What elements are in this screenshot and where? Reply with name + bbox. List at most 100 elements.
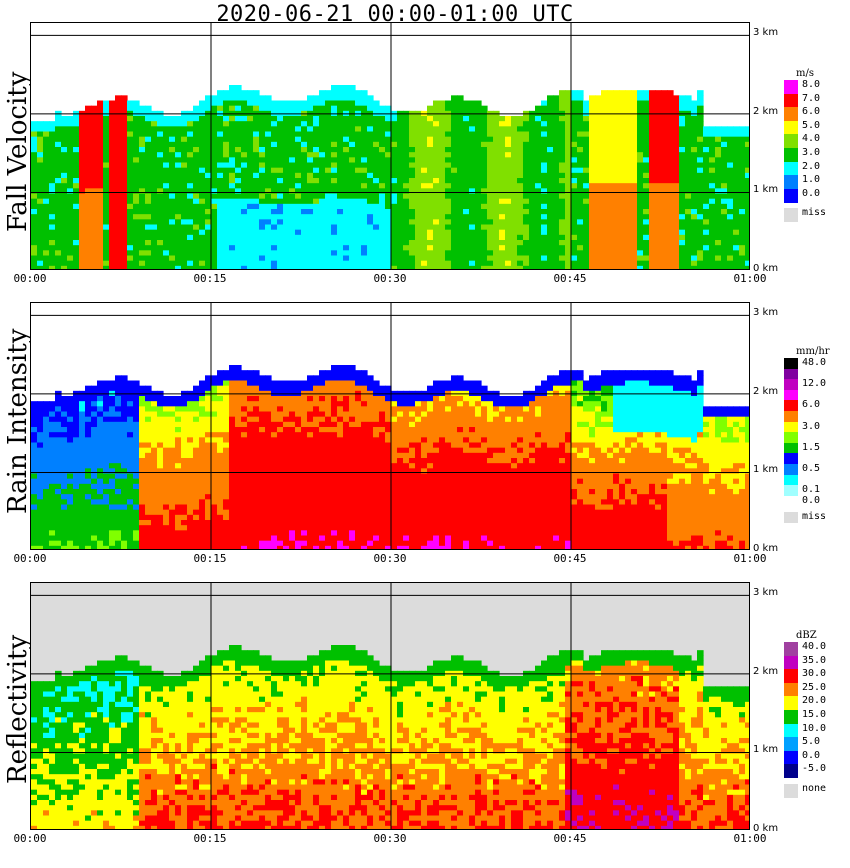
heatmap-cell xyxy=(223,183,230,189)
heatmap-cell xyxy=(409,255,416,262)
heatmap-cell xyxy=(139,136,146,143)
heatmap-cell xyxy=(727,250,734,257)
heatmap-cell xyxy=(451,250,458,257)
heatmap-cell xyxy=(541,152,548,158)
heatmap-cell xyxy=(103,188,110,195)
heatmap-cell xyxy=(613,126,620,133)
heatmap-cell xyxy=(505,183,512,189)
heatmap-cell xyxy=(547,116,554,122)
heatmap-cell xyxy=(559,229,566,236)
heatmap-cell xyxy=(139,152,146,158)
heatmap-cell xyxy=(151,209,158,215)
heatmap-cell xyxy=(337,255,344,262)
heatmap-cell xyxy=(655,209,662,215)
heatmap-cell xyxy=(223,198,230,205)
heatmap-cell xyxy=(469,214,476,220)
heatmap-cell xyxy=(73,188,80,195)
heatmap-cell xyxy=(361,147,368,153)
heatmap-cell xyxy=(169,136,176,143)
heatmap-cell xyxy=(403,131,410,138)
heatmap-cell xyxy=(739,240,746,246)
heatmap-cell xyxy=(313,131,320,138)
heatmap-cell xyxy=(343,116,350,122)
heatmap-cell xyxy=(145,499,152,506)
heatmap-cell xyxy=(181,234,188,241)
heatmap-cell xyxy=(685,157,692,164)
heatmap-cell xyxy=(211,240,218,246)
heatmap-cell xyxy=(145,489,152,495)
heatmap-cell xyxy=(469,240,476,246)
heatmap-cell xyxy=(289,193,296,200)
heatmap-cell xyxy=(121,406,128,413)
heatmap-cell xyxy=(277,157,284,164)
heatmap-cell xyxy=(445,255,452,262)
heatmap-cell xyxy=(661,178,668,184)
heatmap-cell xyxy=(217,167,224,174)
heatmap-cell xyxy=(715,162,722,169)
heatmap-cell xyxy=(337,136,344,143)
heatmap-cell xyxy=(685,198,692,205)
heatmap-cell xyxy=(205,100,212,107)
heatmap-cell xyxy=(37,545,44,549)
heatmap-cell xyxy=(319,167,326,174)
heatmap-cell xyxy=(157,514,164,521)
heatmap-cell xyxy=(583,219,590,226)
heatmap-cell xyxy=(199,265,206,269)
heatmap-cell xyxy=(49,141,56,148)
heatmap-cell xyxy=(685,250,692,257)
heatmap-cell xyxy=(157,260,164,267)
heatmap-cell xyxy=(661,136,668,143)
heatmap-cell xyxy=(529,131,536,138)
heatmap-cell xyxy=(121,458,128,464)
heatmap-cell xyxy=(655,147,662,153)
heatmap-cell xyxy=(469,152,476,158)
heatmap-cell xyxy=(157,525,164,531)
heatmap-cell xyxy=(559,95,566,102)
heatmap-cell xyxy=(427,162,434,169)
heatmap-cell xyxy=(745,193,749,200)
heatmap-cell xyxy=(649,162,656,169)
heatmap-cell xyxy=(235,105,242,112)
heatmap-cell xyxy=(535,188,542,195)
heatmap-cell xyxy=(337,167,344,174)
heatmap-cell xyxy=(55,427,62,433)
heatmap-cell xyxy=(715,240,722,246)
heatmap-cell xyxy=(691,152,698,158)
heatmap-cell xyxy=(265,147,272,153)
heatmap-cell xyxy=(55,229,62,236)
heatmap-cell xyxy=(643,147,650,153)
heatmap-cell xyxy=(253,152,260,158)
heatmap-cell xyxy=(463,198,470,205)
heatmap-cell xyxy=(253,100,260,107)
heatmap-cell xyxy=(61,442,68,449)
heatmap-cell xyxy=(223,499,230,506)
heatmap-cell xyxy=(271,152,278,158)
heatmap-cell xyxy=(181,147,188,153)
heatmap-cell xyxy=(79,509,86,516)
heatmap-cell xyxy=(187,188,194,195)
heatmap-cell xyxy=(97,265,104,269)
heatmap-cell xyxy=(379,240,386,246)
heatmap-cell xyxy=(529,167,536,174)
heatmap-cell xyxy=(631,116,638,122)
heatmap-cell xyxy=(325,198,332,205)
heatmap-cell xyxy=(535,105,542,112)
heatmap-cell xyxy=(133,131,140,138)
heatmap-cell xyxy=(97,183,104,189)
heatmap-cell xyxy=(373,193,380,200)
heatmap-cell xyxy=(187,504,194,511)
heatmap-cell xyxy=(667,157,674,164)
heatmap-cell xyxy=(703,219,710,226)
heatmap-cell xyxy=(331,178,338,184)
heatmap-cell xyxy=(103,437,110,444)
heatmap-cell xyxy=(37,126,44,133)
heatmap-cell xyxy=(145,406,152,413)
heatmap-cell xyxy=(373,224,380,231)
heatmap-cell xyxy=(175,229,182,236)
heatmap-cell xyxy=(637,131,644,138)
heatmap-cell xyxy=(673,183,680,189)
heatmap-cell xyxy=(337,214,344,220)
heatmap-cell xyxy=(589,162,596,169)
heatmap-cell xyxy=(511,265,518,269)
heatmap-cell xyxy=(115,250,122,257)
